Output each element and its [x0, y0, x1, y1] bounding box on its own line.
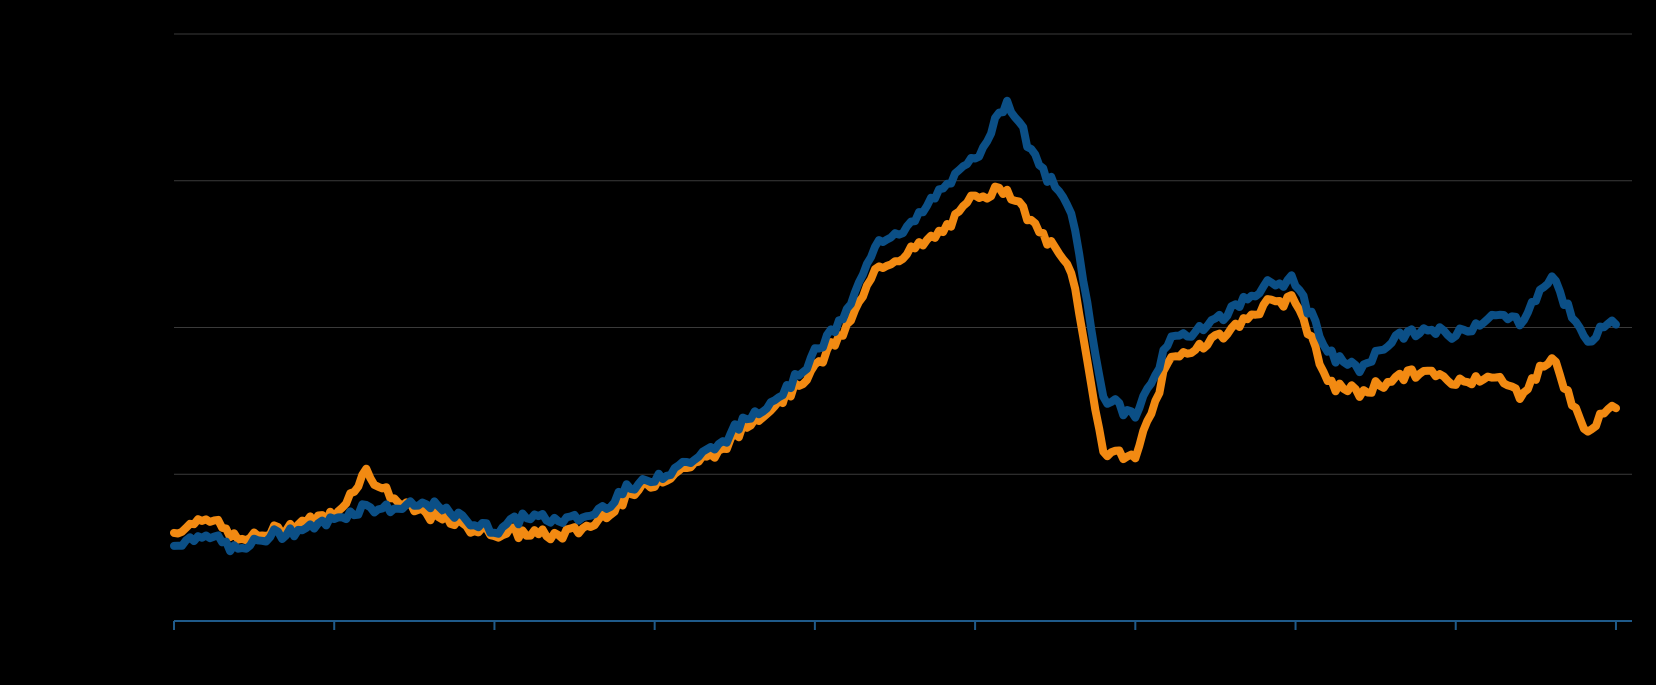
series-line-1 — [170, 182, 1620, 545]
x-axis — [173, 620, 1632, 630]
gridlines — [174, 33, 1632, 475]
series-lines — [170, 96, 1620, 556]
series-line-0 — [170, 96, 1620, 556]
